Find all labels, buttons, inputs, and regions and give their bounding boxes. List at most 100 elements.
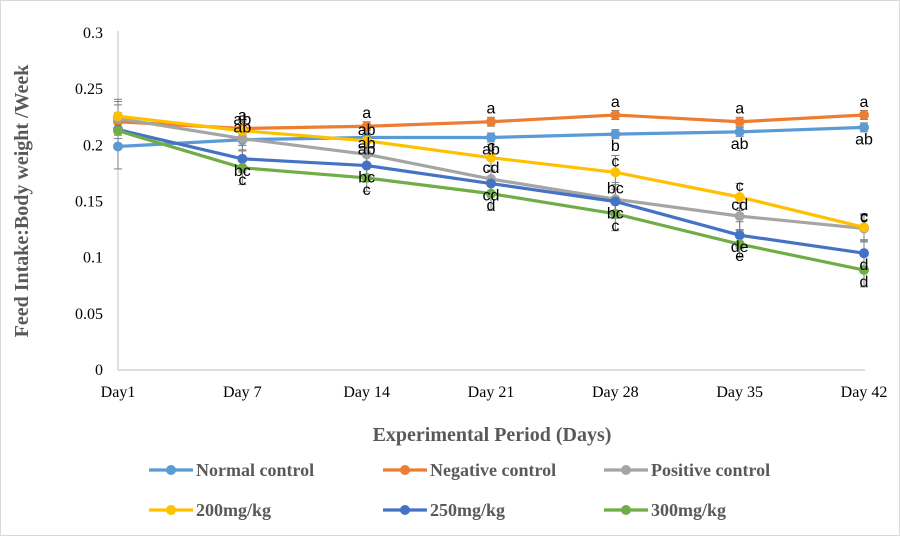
- y-tick-labels: 0 0.05 0.1 0.15 0.2 0.25 0.3: [75, 25, 103, 379]
- legend-marker: [400, 465, 410, 475]
- significance-label: d: [487, 198, 496, 215]
- data-point: [486, 178, 496, 189]
- significance-label: c: [238, 172, 246, 189]
- legend-marker: [166, 465, 176, 475]
- y-tick-label: 0: [95, 362, 103, 379]
- x-tick-label: Day 35: [716, 384, 763, 401]
- data-point: [734, 239, 745, 250]
- data-point: [859, 222, 869, 233]
- significance-label: a: [238, 107, 247, 124]
- significance-label: a: [611, 94, 620, 111]
- series-250mg-kg: [113, 124, 869, 259]
- significance-label: e: [735, 248, 744, 265]
- data-point: [734, 126, 745, 137]
- significance-label: bc: [358, 170, 375, 187]
- significance-label: ab: [358, 122, 376, 139]
- data-point: [734, 192, 745, 203]
- data-point: [610, 129, 621, 140]
- significance-label: c: [611, 218, 619, 235]
- data-point: [859, 248, 869, 259]
- y-tick-label: 0.1: [83, 250, 103, 267]
- legend-marker: [166, 505, 176, 515]
- y-axis-title: Feed Intake:Body weight /Week: [11, 64, 33, 338]
- legend-item: Positive control: [604, 460, 770, 480]
- data-point: [859, 265, 869, 276]
- significance-label: ab: [233, 120, 251, 137]
- y-tick-label: 0.2: [83, 137, 103, 154]
- significance-label: ab: [731, 136, 749, 153]
- data-point: [237, 133, 248, 144]
- series-200mg-kg: [113, 111, 869, 233]
- legend-label: Positive control: [651, 460, 770, 480]
- legend: Normal control Negative control Positive c…: [149, 460, 770, 520]
- data-point: [113, 141, 123, 152]
- data-point: [361, 135, 372, 146]
- significance-label: c: [363, 182, 371, 199]
- significance-label: ab: [482, 141, 500, 158]
- data-point: [734, 211, 745, 222]
- data-point: [859, 122, 869, 133]
- significance-label: ab: [358, 141, 376, 158]
- data-point: [486, 152, 496, 163]
- legend-item: 250mg/kg: [383, 500, 505, 520]
- data-point: [113, 111, 123, 122]
- significance-label: c: [487, 139, 495, 156]
- data-point: [486, 132, 496, 143]
- y-tick-label: 0.05: [75, 306, 103, 323]
- significance-label: bc: [607, 180, 624, 197]
- x-tick-labels: Day1 Day 7 Day 14 Day 21 Day 28 Day 35 Day 42: [101, 384, 888, 401]
- y-tick-label: 0.25: [75, 81, 103, 98]
- significance-label: a: [860, 94, 869, 111]
- significance-label: bc: [234, 163, 251, 180]
- x-tick-label: Day 42: [841, 384, 888, 401]
- data-point: [859, 110, 869, 121]
- data-point: [610, 208, 621, 219]
- significance-label: a: [362, 105, 371, 122]
- data-point: [610, 196, 621, 207]
- data-point: [486, 116, 496, 127]
- data-point: [237, 153, 248, 164]
- significance-label: c: [736, 178, 744, 195]
- series-lines: [113, 110, 869, 276]
- data-point: [361, 160, 372, 171]
- significance-label: ab: [358, 135, 376, 152]
- legend-label: 250mg/kg: [430, 500, 505, 520]
- legend-label: 300mg/kg: [651, 500, 726, 520]
- data-point: [361, 121, 372, 132]
- significance-label: ab: [855, 131, 873, 148]
- legend-label: Normal control: [196, 460, 314, 480]
- legend-marker: [621, 465, 631, 475]
- data-point: [237, 162, 248, 173]
- x-tick-label: Day1: [101, 384, 136, 401]
- significance-label: cd: [731, 197, 748, 214]
- x-tick-label: Day 14: [343, 384, 390, 401]
- series-300mg-kg: [113, 125, 869, 276]
- axes: [117, 31, 865, 371]
- significance-label: bc: [607, 206, 624, 223]
- data-point: [734, 116, 745, 127]
- significance-label: b: [611, 138, 620, 155]
- legend-label: 200mg/kg: [196, 500, 271, 520]
- significance-label: c: [611, 153, 619, 170]
- y-tick-label: 0.3: [83, 25, 103, 42]
- data-point: [734, 230, 745, 241]
- legend-item: 300mg/kg: [604, 500, 726, 520]
- legend-item: 200mg/kg: [149, 500, 271, 520]
- x-tick-label: Day 28: [592, 384, 639, 401]
- significance-label: a: [487, 101, 496, 118]
- significance-label: a: [735, 101, 744, 118]
- x-tick-label: Day 21: [468, 384, 515, 401]
- data-point: [610, 110, 621, 121]
- data-point: [486, 188, 496, 199]
- data-point: [361, 149, 372, 160]
- significance-label: c: [860, 209, 868, 226]
- legend-marker: [400, 505, 410, 515]
- significance-label: de: [731, 239, 749, 256]
- significance-label: c: [860, 208, 868, 225]
- significance-label: d: [860, 257, 869, 274]
- significance-label: cd: [483, 160, 500, 177]
- legend-item: Negative control: [383, 460, 556, 480]
- x-tick-label: Day 7: [223, 384, 262, 401]
